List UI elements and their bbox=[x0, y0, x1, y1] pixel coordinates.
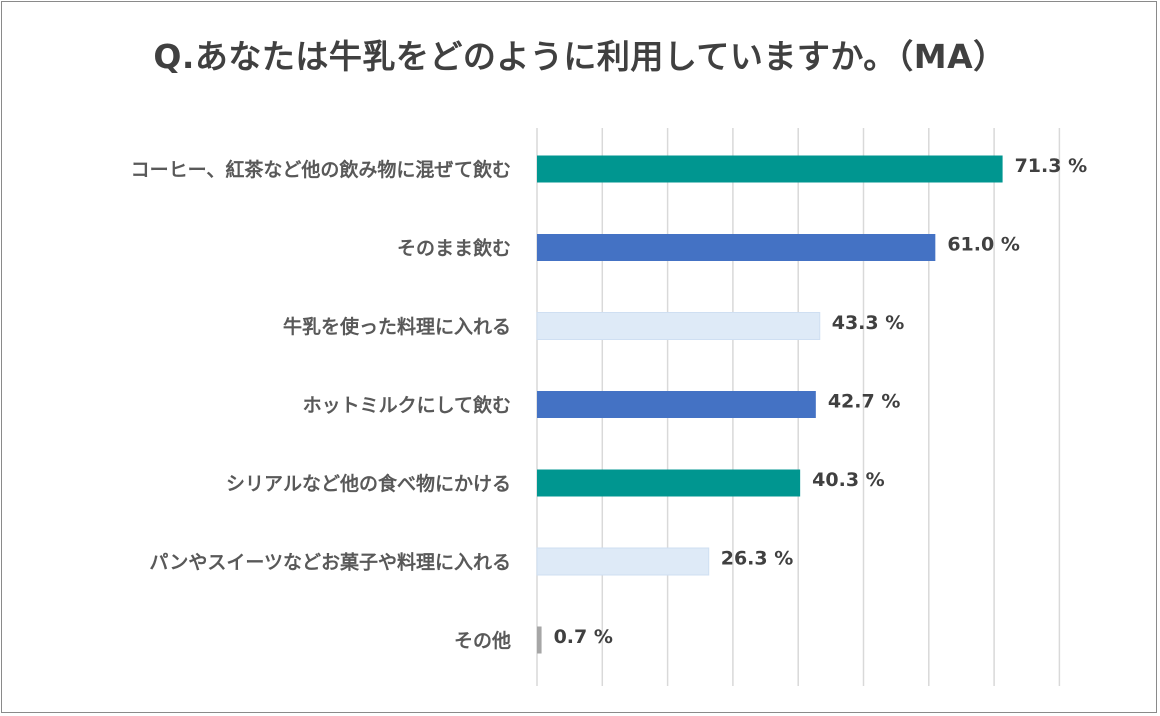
bar bbox=[536, 547, 710, 576]
bar bbox=[537, 626, 542, 654]
data-label: 42.7 % bbox=[828, 391, 901, 413]
category-label: 牛乳を使った料理に入れる bbox=[283, 315, 511, 338]
category-label: そのまま飲む bbox=[397, 237, 511, 260]
data-label: 0.7 % bbox=[554, 626, 613, 648]
bar bbox=[537, 234, 936, 261]
category-label: コーヒー、紅茶など他の飲み物に混ぜて飲む bbox=[131, 158, 511, 181]
data-label: 26.3 % bbox=[721, 548, 794, 570]
category-label: ホットミルクにして飲む bbox=[303, 394, 511, 417]
category-label: シリアルなど他の食べ物にかける bbox=[226, 472, 511, 495]
bar bbox=[537, 391, 816, 418]
data-label: 71.3 % bbox=[1015, 155, 1088, 177]
bar bbox=[537, 155, 1003, 183]
data-label: 40.3 % bbox=[812, 469, 885, 491]
bar bbox=[537, 469, 801, 497]
category-label: その他 bbox=[454, 629, 511, 652]
data-label: 61.0 % bbox=[947, 234, 1020, 256]
bar bbox=[536, 312, 821, 340]
category-label: パンやスイーツなどお菓子や料理に入れる bbox=[149, 551, 511, 574]
chart-title: Q.あなたは牛乳をどのように利用していますか。（MA） bbox=[153, 37, 1007, 76]
data-label: 43.3 % bbox=[832, 312, 905, 334]
